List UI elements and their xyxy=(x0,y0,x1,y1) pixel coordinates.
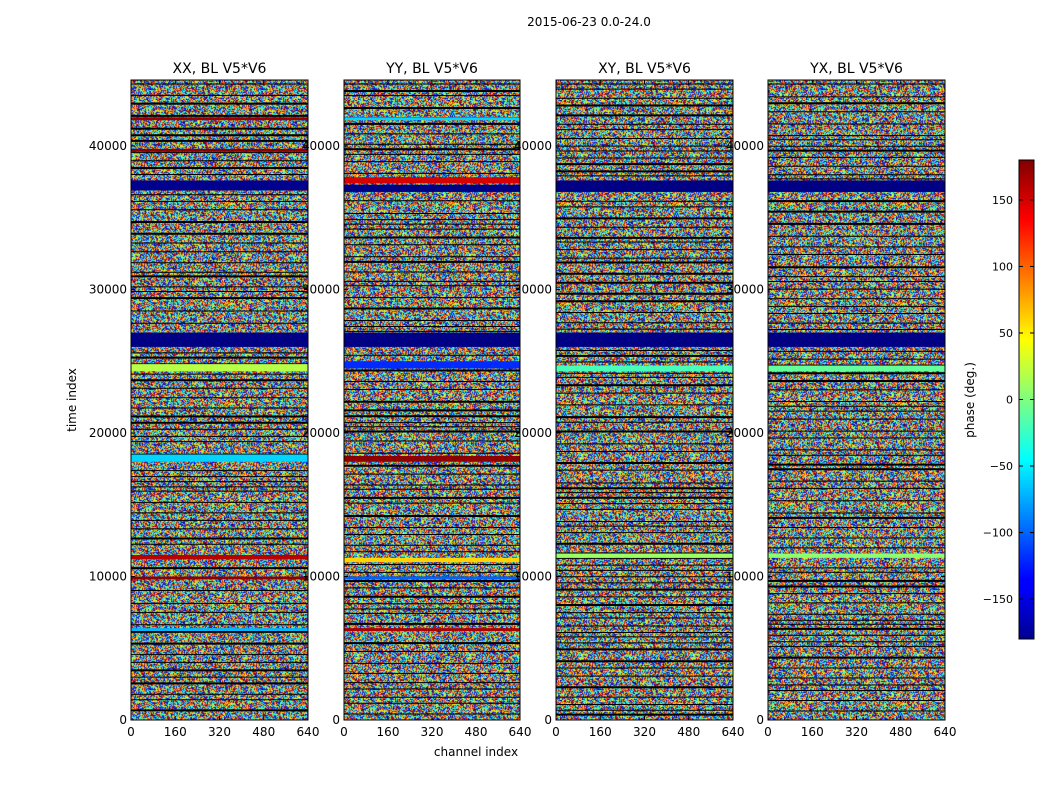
heatmap-noise xyxy=(131,80,308,720)
phase-band xyxy=(556,366,733,372)
phase-band xyxy=(344,456,520,462)
x-tick-label: 640 xyxy=(297,725,320,739)
figure: 2015-06-23 0.0-24.0 time index channel i… xyxy=(0,0,1050,800)
colorbar-tick-label: −150 xyxy=(983,593,1013,606)
phase-band xyxy=(768,180,945,191)
phase-band xyxy=(131,455,308,462)
y-tick-label: 10000 xyxy=(726,570,764,584)
x-tick-label: 640 xyxy=(722,725,745,739)
y-tick-label: 10000 xyxy=(302,570,340,584)
x-tick-label: 160 xyxy=(589,725,612,739)
x-tick-label: 320 xyxy=(845,725,868,739)
phase-band xyxy=(556,180,733,191)
y-tick-label: 40000 xyxy=(89,139,127,153)
y-tick-label: 40000 xyxy=(514,139,552,153)
phase-band xyxy=(131,117,308,120)
phase-band xyxy=(131,364,308,371)
y-tick-label: 20000 xyxy=(302,426,340,440)
y-tick-label: 0 xyxy=(544,713,552,727)
x-tick-label: 480 xyxy=(889,725,912,739)
y-tick-label: 20000 xyxy=(89,426,127,440)
phase-band xyxy=(131,555,308,559)
phase-band xyxy=(768,366,945,372)
x-tick-label: 640 xyxy=(509,725,532,739)
phase-band xyxy=(768,333,945,347)
panels-group: XX, BL V5*V6 0 160 320 480 640 0 10000 20000 3000… xyxy=(89,61,957,739)
x-tick-label: 0 xyxy=(764,725,772,739)
colorbar-tick-label: 0 xyxy=(1006,394,1013,407)
phase-band xyxy=(344,628,520,631)
x-tick-label: 480 xyxy=(465,725,488,739)
x-tick-label: 320 xyxy=(208,725,231,739)
colorbar-tick-label: 150 xyxy=(992,194,1013,207)
y-tick-label: 30000 xyxy=(89,283,127,297)
y-tick-label: 10000 xyxy=(89,570,127,584)
phase-band xyxy=(131,577,308,580)
colorbar-tick-label: −50 xyxy=(990,460,1013,473)
y-tick-label: 40000 xyxy=(726,139,764,153)
panel-2: YY, BL V5*V6 0 160 320 480 640 0 10000 20000 3000… xyxy=(302,61,532,739)
phase-band xyxy=(131,628,308,631)
y-tick-label: 30000 xyxy=(726,283,764,297)
phase-band xyxy=(131,333,308,347)
panel-title: YX, BL V5*V6 xyxy=(809,61,903,77)
y-tick-label: 0 xyxy=(119,713,127,727)
x-tick-label: 480 xyxy=(252,725,275,739)
x-tick-label: 160 xyxy=(801,725,824,739)
colorbar-label: phase (deg.) xyxy=(963,362,977,438)
panel-3: XY, BL V5*V6 0 160 320 480 640 0 10000 20000 3000… xyxy=(514,61,745,739)
x-tick-label: 320 xyxy=(421,725,444,739)
x-tick-label: 480 xyxy=(677,725,700,739)
y-tick-label: 30000 xyxy=(302,283,340,297)
x-tick-label: 320 xyxy=(633,725,656,739)
y-tick-label: 40000 xyxy=(302,139,340,153)
phase-band xyxy=(768,554,945,558)
x-tick-label: 160 xyxy=(377,725,400,739)
phase-band xyxy=(131,149,308,152)
panel-title: XX, BL V5*V6 xyxy=(173,61,267,77)
colorbar-tick-label: 100 xyxy=(992,260,1013,273)
x-axis-label: channel index xyxy=(434,745,518,759)
x-tick-label: 640 xyxy=(934,725,957,739)
colorbar: −150 −100 −50 0 50 100 150 phase (deg.) xyxy=(963,160,1034,639)
y-tick-label: 0 xyxy=(756,713,764,727)
phase-band xyxy=(556,333,733,347)
phase-band xyxy=(344,361,520,368)
figure-suptitle: 2015-06-23 0.0-24.0 xyxy=(527,15,651,29)
panel-title: XY, BL V5*V6 xyxy=(598,61,691,77)
phase-band xyxy=(344,185,520,192)
x-tick-label: 0 xyxy=(127,725,135,739)
phase-band xyxy=(556,554,733,558)
phase-band xyxy=(344,117,520,120)
y-tick-label: 20000 xyxy=(726,426,764,440)
y-tick-label: 10000 xyxy=(514,570,552,584)
panel-4: YX, BL V5*V6 0 160 320 480 640 0 10000 20000 3000… xyxy=(726,61,957,739)
y-tick-label: 0 xyxy=(332,713,340,727)
y-tick-label: 20000 xyxy=(514,426,552,440)
y-tick-label: 30000 xyxy=(514,283,552,297)
panel-title: YY, BL V5*V6 xyxy=(385,61,478,77)
colorbar-tick-label: 50 xyxy=(999,327,1013,340)
x-tick-label: 160 xyxy=(164,725,187,739)
phase-band xyxy=(344,333,520,347)
colorbar-tick-label: −100 xyxy=(983,527,1013,540)
y-axis-label: time index xyxy=(65,368,79,432)
phase-band xyxy=(344,577,520,580)
panel-1: XX, BL V5*V6 0 160 320 480 640 0 10000 20000 3000… xyxy=(89,61,320,739)
phase-band xyxy=(344,178,520,184)
phase-band xyxy=(131,180,308,190)
phase-band xyxy=(344,558,520,562)
x-tick-label: 0 xyxy=(552,725,560,739)
x-tick-label: 0 xyxy=(340,725,348,739)
